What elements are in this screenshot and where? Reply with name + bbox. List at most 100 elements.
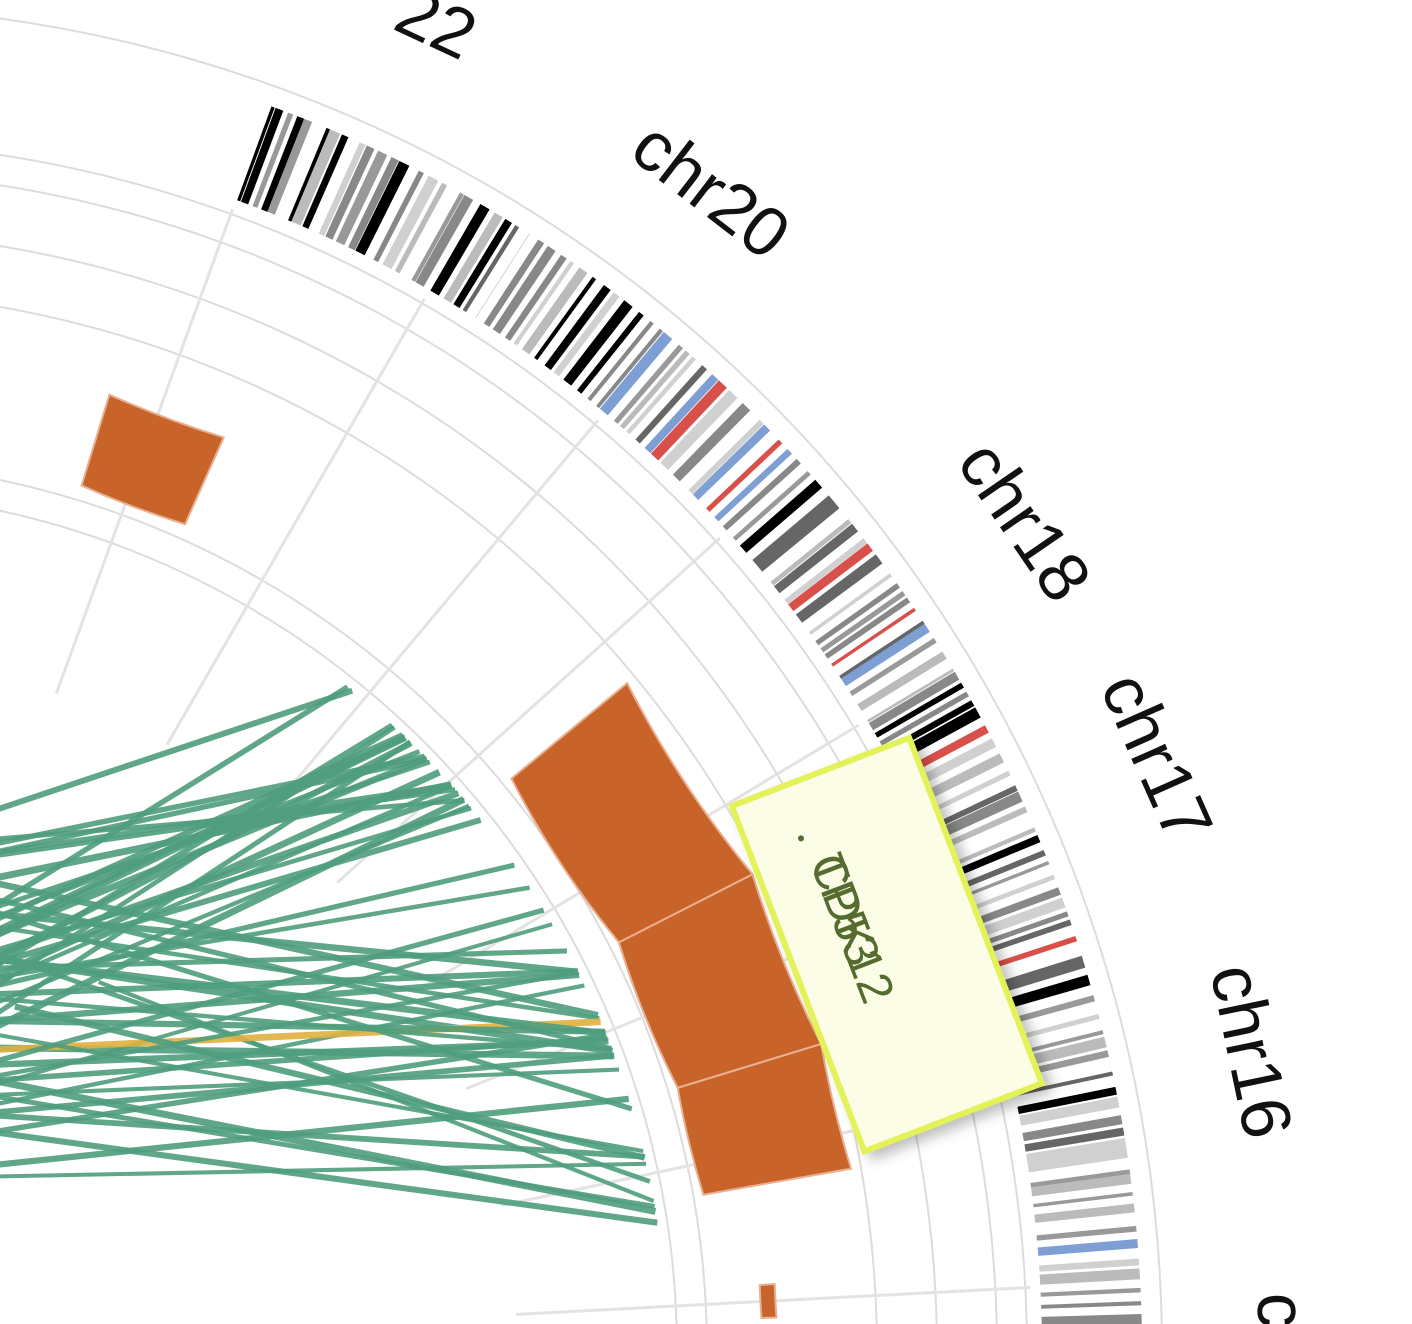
band — [867, 668, 955, 723]
link — [0, 1052, 615, 1115]
band — [688, 419, 764, 495]
band — [1033, 1192, 1133, 1208]
band — [815, 583, 900, 646]
link — [0, 740, 413, 960]
band — [1014, 1071, 1114, 1097]
band — [261, 116, 305, 212]
band — [975, 919, 1072, 958]
band — [910, 753, 1005, 807]
band — [577, 311, 644, 394]
band — [318, 142, 366, 236]
band — [945, 835, 1041, 881]
band — [820, 591, 906, 653]
band — [732, 471, 811, 541]
link — [0, 1067, 620, 1097]
histogram-block — [676, 1042, 853, 1196]
band — [692, 424, 771, 501]
band — [266, 118, 313, 215]
link — [0, 753, 425, 846]
band — [808, 573, 892, 635]
band — [714, 448, 792, 522]
link — [0, 968, 578, 998]
spoke — [265, 419, 600, 816]
band — [1017, 1086, 1117, 1114]
link — [0, 687, 354, 812]
band — [927, 791, 1023, 843]
spoke — [336, 536, 721, 884]
band — [972, 911, 1069, 950]
band — [1039, 1268, 1141, 1285]
link — [0, 1017, 605, 1035]
link — [0, 1035, 608, 1083]
band — [874, 682, 964, 738]
histogram-block — [758, 1282, 778, 1320]
band — [620, 350, 690, 430]
band — [964, 887, 1061, 930]
link — [0, 734, 407, 938]
band — [986, 955, 1083, 990]
band — [483, 239, 545, 327]
band — [857, 651, 947, 711]
band — [1024, 1127, 1125, 1152]
band — [1030, 1169, 1131, 1188]
band — [824, 597, 911, 659]
band — [784, 538, 868, 605]
band — [596, 328, 663, 409]
band — [980, 935, 1078, 973]
band — [996, 995, 1096, 1028]
link — [0, 997, 612, 1052]
band — [660, 389, 738, 470]
band — [739, 479, 823, 553]
link — [0, 684, 350, 907]
band — [951, 849, 1046, 893]
band — [918, 770, 1011, 819]
band — [415, 194, 474, 287]
tooltip-dot — [797, 835, 804, 842]
band — [839, 620, 925, 679]
band — [795, 554, 883, 623]
spoke — [165, 298, 426, 746]
band — [879, 691, 969, 746]
band — [411, 192, 464, 282]
link — [0, 885, 530, 980]
band — [1040, 1287, 1141, 1297]
band — [521, 267, 588, 355]
band — [722, 458, 801, 531]
band — [942, 827, 1036, 871]
band — [1036, 1225, 1137, 1241]
band — [475, 233, 530, 319]
histogram-track — [80, 393, 853, 1320]
band — [788, 543, 874, 612]
band — [968, 897, 1066, 941]
band — [1022, 1115, 1123, 1142]
ideogram — [237, 106, 1142, 1324]
link — [0, 907, 545, 1063]
band — [348, 157, 399, 251]
tooltip-box — [727, 734, 1046, 1156]
link — [0, 1161, 647, 1179]
band — [430, 204, 490, 296]
band — [291, 129, 341, 226]
band — [534, 276, 597, 361]
histogram-block — [617, 872, 823, 1090]
band — [960, 874, 1056, 915]
band — [991, 974, 1091, 1013]
band — [1030, 1173, 1132, 1197]
band — [1039, 1258, 1140, 1272]
link — [0, 790, 460, 957]
band — [1026, 1137, 1127, 1164]
link — [0, 769, 441, 979]
band — [933, 806, 1028, 853]
band — [1027, 1148, 1128, 1173]
band — [1034, 1203, 1135, 1223]
histogram-block — [510, 681, 755, 944]
band — [504, 254, 567, 341]
band — [635, 365, 708, 444]
band — [325, 145, 375, 240]
band — [849, 637, 937, 696]
band — [382, 175, 439, 270]
band — [563, 300, 633, 386]
